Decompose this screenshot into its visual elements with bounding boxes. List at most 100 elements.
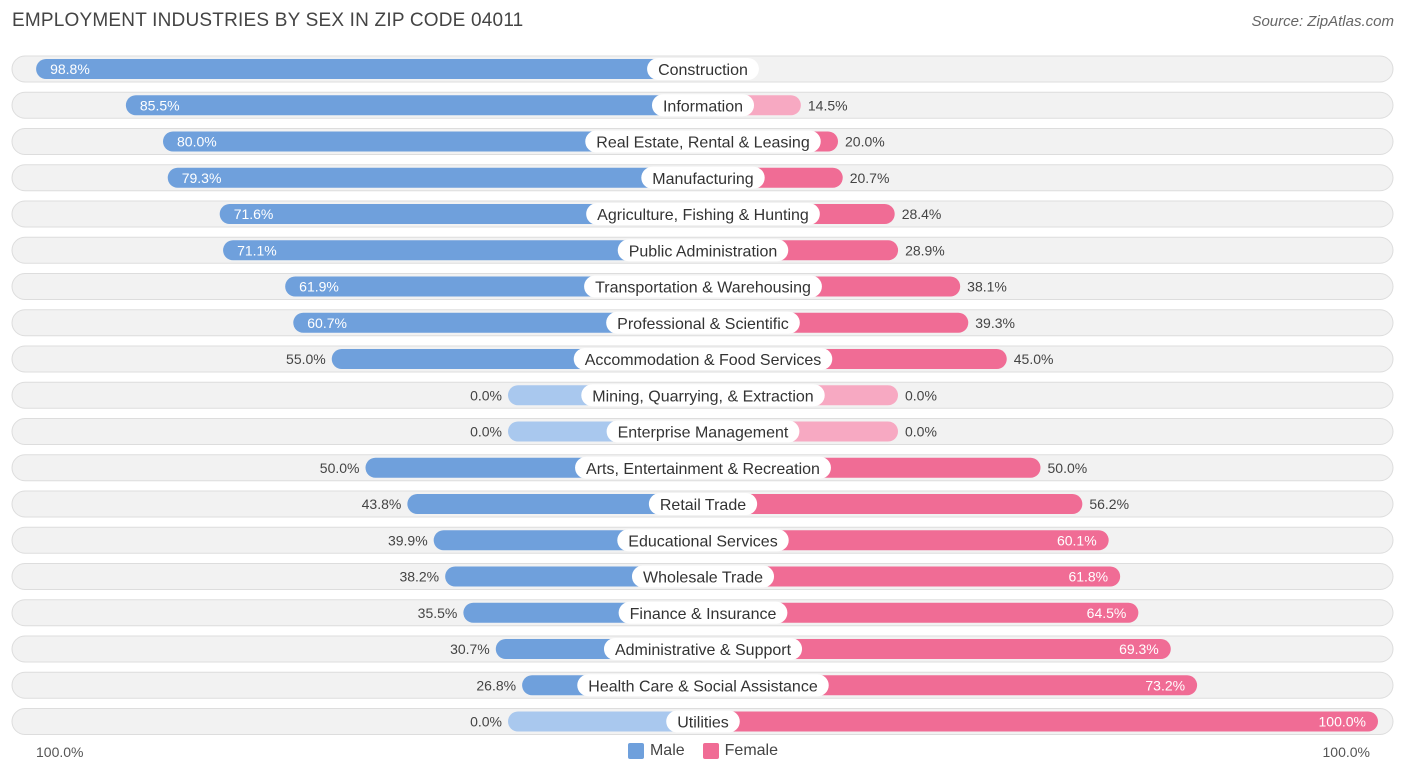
category-label-bg [577, 674, 829, 697]
value-label-female: 45.0% [1014, 351, 1054, 367]
category-label: Enterprise Management [618, 425, 789, 442]
bar-female [703, 494, 1083, 514]
value-label-male: 0.0% [470, 387, 502, 403]
category-label-bg [575, 456, 831, 479]
value-label-male: 98.8% [50, 61, 90, 77]
value-label-female: 20.0% [845, 134, 885, 150]
value-label-female: 56.2% [1089, 496, 1129, 512]
category-label: Retail Trade [660, 497, 746, 514]
value-label-male: 71.6% [234, 206, 274, 222]
value-label-female: 0.0% [905, 387, 937, 403]
category-label-bg [617, 529, 789, 552]
category-label: Wholesale Trade [643, 570, 763, 587]
category-label-bg [585, 130, 821, 153]
legend: Male Female [0, 742, 1406, 760]
value-label-male: 43.8% [362, 496, 402, 512]
legend-label-male: Male [649, 742, 685, 759]
legend-swatch-male [627, 743, 644, 759]
value-label-male: 55.0% [286, 351, 326, 367]
category-label-bg [666, 710, 740, 733]
value-label-male: 30.7% [450, 641, 490, 657]
value-label-male: 80.0% [177, 134, 217, 150]
category-label-bg [651, 94, 755, 117]
value-label-male: 38.2% [399, 569, 439, 585]
category-label-bg [647, 58, 759, 80]
value-label-female: 0.0% [905, 424, 937, 440]
value-label-female: 64.5% [1087, 605, 1127, 621]
category-label: Accommodation & Food Services [585, 352, 822, 369]
category-label-bg [603, 638, 803, 660]
value-label-female: 38.1% [967, 279, 1007, 295]
legend-swatch-female [702, 743, 719, 759]
legend-item-male: Male [627, 742, 685, 760]
category-label: Professional & Scientific [617, 316, 789, 333]
bar-male [163, 131, 703, 152]
source-credit: Source: ZipAtlas.com [1251, 13, 1394, 30]
category-label: Administrative & Support [615, 642, 792, 659]
category-label-bg [606, 311, 800, 334]
chart-title: EMPLOYMENT INDUSTRIES BY SEX IN ZIP CODE… [12, 10, 524, 31]
category-label-bg [648, 493, 758, 515]
value-label-male: 0.0% [470, 424, 502, 440]
value-label-male: 26.8% [476, 677, 516, 693]
value-label-female: 69.3% [1119, 641, 1159, 657]
value-label-male: 60.7% [307, 315, 347, 331]
category-label-bg [618, 601, 788, 624]
bar-male [36, 59, 704, 79]
value-label-female: 28.4% [902, 206, 942, 222]
category-label: Arts, Entertainment & Recreation [586, 461, 820, 478]
axis-right-label: 100.0% [1322, 744, 1370, 760]
category-label: Transportation & Warehousing [595, 280, 811, 297]
bar-male [125, 95, 703, 116]
category-label: Construction [658, 62, 748, 79]
value-label-male: 85.5% [140, 97, 180, 113]
category-label: Information [663, 98, 743, 115]
value-label-male: 39.9% [388, 532, 428, 548]
bar-female [703, 566, 1121, 587]
category-label: Utilities [677, 715, 729, 732]
value-label-female: 28.9% [905, 242, 945, 258]
category-label: Public Administration [629, 243, 778, 260]
value-label-female: 61.8% [1068, 569, 1108, 585]
bar-male [223, 240, 703, 261]
category-label-bg [584, 275, 822, 298]
value-label-male: 35.5% [418, 605, 458, 621]
bar-female [703, 530, 1109, 551]
category-label-bg [586, 203, 820, 225]
bar-male [219, 204, 703, 224]
value-label-female: 39.3% [975, 315, 1015, 331]
category-label-bg [606, 420, 800, 443]
value-label-female: 73.2% [1145, 677, 1185, 693]
legend-item-female: Female [702, 742, 779, 760]
category-label: Agriculture, Fishing & Hunting [597, 207, 809, 224]
bar-female [703, 602, 1139, 623]
category-label: Manufacturing [652, 171, 753, 188]
category-label-bg [573, 348, 833, 370]
value-label-male: 50.0% [320, 460, 360, 476]
category-label: Educational Services [628, 533, 777, 550]
axis-left-label: 100.0% [36, 744, 84, 760]
value-label-male: 61.9% [299, 279, 339, 295]
value-label-female: 50.0% [1048, 460, 1088, 476]
value-label-female: 20.7% [850, 170, 890, 186]
legend-label-female: Female [724, 742, 779, 759]
value-label-male: 71.1% [237, 242, 277, 258]
category-label-bg [631, 565, 775, 588]
bar-male [293, 312, 703, 333]
category-label-bg [617, 239, 789, 262]
bar-female [703, 711, 1378, 732]
category-label: Health Care & Social Assistance [588, 678, 818, 695]
value-label-female: 14.5% [808, 97, 848, 113]
value-label-male: 0.0% [470, 714, 502, 730]
bar-female [703, 639, 1171, 659]
value-label-male: 79.3% [182, 170, 222, 186]
bar-male [508, 711, 703, 732]
category-label-bg [641, 166, 765, 189]
category-label: Real Estate, Rental & Leasing [596, 135, 809, 152]
category-label-bg [581, 384, 825, 407]
value-label-female: 60.1% [1057, 532, 1097, 548]
value-label-female: 100.0% [1319, 714, 1366, 730]
category-label: Finance & Insurance [630, 606, 777, 623]
bar-male [167, 167, 704, 188]
